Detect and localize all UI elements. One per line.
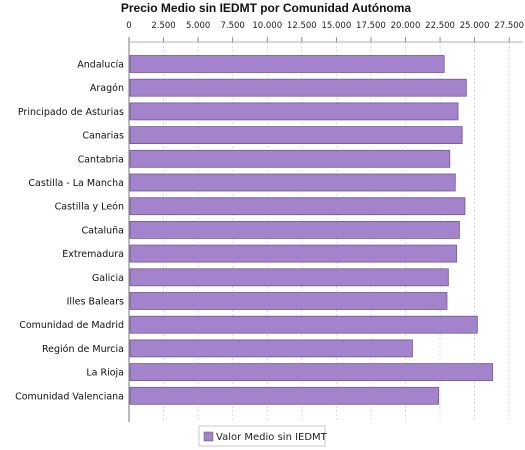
bar bbox=[129, 220, 460, 239]
category-labels: Andalucía Aragón Principado de Asturias Can… bbox=[15, 60, 124, 403]
category-label: Comunidad Valenciana bbox=[15, 391, 124, 402]
legend-swatch bbox=[203, 431, 214, 442]
category-label: Aragón bbox=[90, 83, 124, 94]
category-label: Cataluña bbox=[81, 225, 124, 236]
category-label: Comunidad de Madrid bbox=[19, 320, 124, 331]
category-label: Principado de Asturias bbox=[18, 107, 124, 118]
tick-label: 17.500 bbox=[356, 21, 386, 31]
category-label: Extremadura bbox=[62, 249, 124, 260]
bar bbox=[129, 315, 478, 334]
axes bbox=[128, 37, 523, 422]
tick-label: 2.500 bbox=[151, 21, 175, 31]
bar bbox=[129, 149, 451, 168]
category-label: Región de Murcia bbox=[42, 344, 124, 355]
chart-title: Precio Medio sin IEDMT por Comunidad Aut… bbox=[121, 1, 412, 15]
category-label: Castilla - La Mancha bbox=[28, 178, 124, 189]
bar bbox=[129, 339, 413, 358]
legend: Valor Medio sin IEDMT bbox=[198, 425, 328, 447]
category-label: Andalucía bbox=[77, 60, 124, 71]
bar bbox=[129, 244, 458, 263]
tick-label: 15.000 bbox=[321, 21, 351, 31]
bar bbox=[129, 102, 459, 121]
category-label: Canarias bbox=[82, 131, 124, 142]
bar bbox=[129, 55, 445, 73]
legend-label: Valor Medio sin IEDMT bbox=[216, 432, 328, 443]
bar bbox=[129, 292, 448, 310]
tick-label: 7.500 bbox=[221, 21, 245, 31]
tick-label: 12.500 bbox=[287, 21, 317, 31]
tick-label: 22.500 bbox=[425, 21, 455, 31]
bar bbox=[129, 268, 449, 287]
category-label: Galicia bbox=[92, 273, 124, 284]
tick-label: 0 bbox=[126, 21, 131, 31]
tick-label: 25.000 bbox=[460, 21, 490, 31]
legend-box bbox=[198, 425, 326, 447]
category-label: Cantabria bbox=[78, 154, 124, 165]
category-label: Illes Balears bbox=[67, 297, 124, 308]
bar bbox=[129, 363, 493, 382]
tick-label: 27.500 bbox=[494, 21, 524, 31]
bar bbox=[129, 197, 466, 216]
tick-label: 10.000 bbox=[252, 21, 282, 31]
bar bbox=[129, 78, 467, 97]
bar bbox=[129, 173, 456, 192]
category-label: La Rioja bbox=[86, 368, 124, 379]
bar bbox=[129, 126, 463, 144]
bars bbox=[129, 55, 493, 405]
tick-label: 20.000 bbox=[391, 21, 421, 31]
category-label: Castilla y León bbox=[55, 202, 124, 213]
x-axis-ticks: 0 2.500 5.000 7.500 10.000 12.500 15.000 17.500… bbox=[126, 21, 524, 42]
tick-label: 5.000 bbox=[186, 21, 210, 31]
bar bbox=[129, 386, 440, 405]
